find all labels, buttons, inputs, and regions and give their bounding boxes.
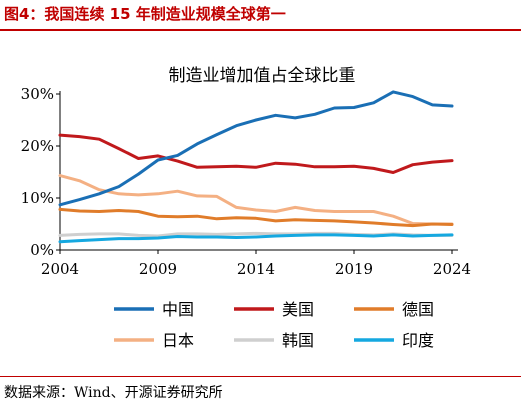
legend-label: 德国 bbox=[402, 300, 434, 319]
y-tick-label: 30% bbox=[21, 85, 54, 103]
legend-label: 美国 bbox=[282, 300, 314, 319]
series-line-1 bbox=[58, 90, 454, 207]
series-line-3 bbox=[58, 207, 454, 228]
legend-label: 韩国 bbox=[282, 331, 314, 350]
figure-title: 图4：我国连续 15 年制造业规模全球第一 bbox=[4, 5, 286, 23]
footer-divider bbox=[0, 376, 521, 377]
x-tick-label: 2014 bbox=[237, 260, 275, 278]
title-divider bbox=[0, 29, 521, 31]
legend-label: 中国 bbox=[162, 300, 194, 319]
x-tick-label: 2019 bbox=[335, 260, 373, 278]
x-tick-label: 2004 bbox=[41, 260, 79, 278]
y-tick-label: 10% bbox=[21, 189, 54, 207]
y-tick-label: 0% bbox=[30, 241, 54, 259]
x-tick-label: 2009 bbox=[139, 260, 177, 278]
series-line-6 bbox=[58, 233, 454, 244]
series-line-2 bbox=[58, 133, 454, 174]
series-line-4 bbox=[58, 174, 454, 226]
chart-title: 制造业增加值占全球比重 bbox=[169, 66, 356, 86]
x-tick-label: 2024 bbox=[433, 260, 471, 278]
legend-label: 印度 bbox=[402, 331, 434, 350]
legend-label: 日本 bbox=[162, 331, 194, 350]
line-chart: 制造业增加值占全球比重 0% 10% 20% 30% 2004 2009 2014 2019 2… bbox=[21, 66, 471, 350]
y-tick-label: 20% bbox=[21, 137, 54, 155]
source-note: 数据来源：Wind、开源证券研究所 bbox=[4, 385, 223, 401]
